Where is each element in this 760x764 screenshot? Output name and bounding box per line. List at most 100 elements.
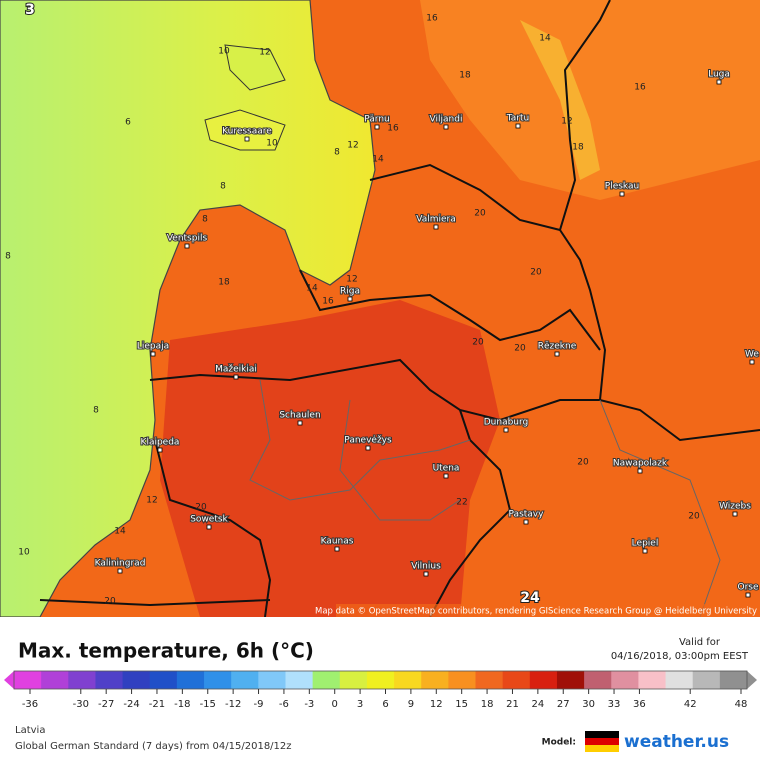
tick-label: -36: [22, 699, 38, 710]
tick-label: 6: [382, 699, 388, 710]
tick-label: 24: [531, 699, 544, 710]
city-label: We: [745, 350, 759, 360]
city-dot: [642, 548, 648, 554]
city-dot: [244, 136, 250, 142]
city-label: Vilnius: [411, 562, 441, 572]
city-label: Liepaja: [137, 342, 169, 352]
color-swatch: [312, 671, 341, 689]
contour-label: 8: [93, 406, 99, 416]
color-swatch: [556, 671, 585, 689]
contour-label: 16: [634, 83, 646, 93]
city-label: Panevėžys: [344, 436, 392, 446]
contour-label: 16: [322, 297, 334, 307]
city-dot: [334, 546, 340, 552]
contour-label: 8: [202, 215, 208, 225]
color-swatch: [366, 671, 395, 689]
city-label: Pastavy: [509, 510, 545, 520]
city-label: Tartu: [506, 114, 529, 124]
contour-label: 14: [539, 34, 551, 44]
model-run: Global German Standard (7 days) from 04/…: [15, 741, 292, 752]
flag: [585, 745, 619, 752]
tick-label: -12: [225, 699, 241, 710]
tick-label: -6: [279, 699, 289, 710]
contour-label: 8: [220, 182, 226, 192]
attribution-bg: [336, 604, 760, 617]
contour-label: 14: [372, 155, 384, 165]
tick-label: 33: [608, 699, 621, 710]
color-swatch: [285, 671, 314, 689]
tick-label: 18: [481, 699, 494, 710]
tick-label: -3: [304, 699, 314, 710]
colorbar-end: [747, 671, 757, 689]
city-dot: [716, 79, 722, 85]
contour-label: 6: [125, 118, 131, 128]
contour-label: 18: [218, 278, 230, 288]
tick-label: -15: [200, 699, 216, 710]
city-dot: [206, 524, 212, 530]
city-label: Sowetsk: [190, 515, 228, 525]
colorbar-frame: [13, 670, 748, 690]
city-dot: [443, 124, 449, 130]
color-swatch: [122, 671, 151, 689]
tick-label: 12: [430, 699, 443, 710]
contour-label: 20: [514, 344, 526, 354]
city-dot: [297, 420, 303, 426]
color-swatch: [475, 671, 504, 689]
city-label: Valmiera: [416, 215, 456, 225]
city-dot: [637, 468, 643, 474]
color-swatch: [502, 671, 531, 689]
color-swatch: [176, 671, 205, 689]
contour-label: 20: [688, 512, 700, 522]
city-dot: [433, 224, 439, 230]
colorbar-end: [4, 671, 14, 689]
city-label: Ventspils: [167, 234, 208, 244]
city-label: Wizebs: [719, 502, 751, 512]
color-swatch: [394, 671, 422, 689]
tick-label: 36: [633, 699, 646, 710]
city-dot: [503, 427, 509, 433]
contour-label: 18: [572, 143, 584, 153]
city-dot: [523, 519, 529, 525]
valid-label: Valid for: [679, 637, 721, 648]
tick-label: 48: [735, 699, 748, 710]
city-dot: [374, 124, 380, 130]
color-swatch: [339, 671, 368, 689]
contour-label: 20: [530, 268, 542, 278]
city-dot: [443, 473, 449, 479]
color-swatch: [448, 671, 477, 689]
land-north: [420, 0, 760, 200]
city-dot: [732, 511, 738, 517]
title: Max. temperature, 6h (°C): [18, 639, 314, 663]
tick-label: 3: [357, 699, 363, 710]
contour-label: 20: [472, 338, 484, 348]
contour-label: 10: [18, 548, 30, 558]
contour-label: 12: [346, 275, 357, 285]
city-label: Utena: [433, 464, 460, 474]
city-label: Schaulen: [279, 411, 320, 421]
city-label: Klaipeda: [141, 438, 180, 448]
city-dot: [619, 191, 625, 197]
map: Pärnu Viljandi Tartu Luga Kuressaare Pleskau V…: [0, 0, 760, 618]
contour-label: 12: [561, 117, 572, 127]
tick-label: 0: [332, 699, 338, 710]
color-swatch: [584, 671, 612, 689]
flag: [585, 738, 619, 745]
city-label: Mažeikiai: [215, 365, 257, 375]
flag: [585, 731, 619, 738]
color-swatch: [149, 671, 178, 689]
contour-label: 12: [347, 141, 358, 151]
city-label: Lepiel: [632, 539, 659, 549]
warm-core: [160, 300, 500, 617]
color-swatch: [231, 671, 259, 689]
color-swatch: [529, 671, 558, 689]
contour-label: 20: [195, 503, 207, 513]
contour-label: 12: [259, 48, 270, 58]
colorbar: -36 -30 -27 -24 -21 -18 -15 -12 -9 -6 -3 0 3 6 9 12 15 18…: [4, 670, 757, 710]
contour-label: 18: [459, 71, 471, 81]
color-swatch: [68, 671, 96, 689]
color-swatch: [258, 671, 286, 689]
city-label: Nawapolazk: [613, 459, 668, 469]
city-label: Riga: [340, 287, 360, 297]
city-dot: [749, 359, 755, 365]
contour-label: 20: [577, 458, 589, 468]
